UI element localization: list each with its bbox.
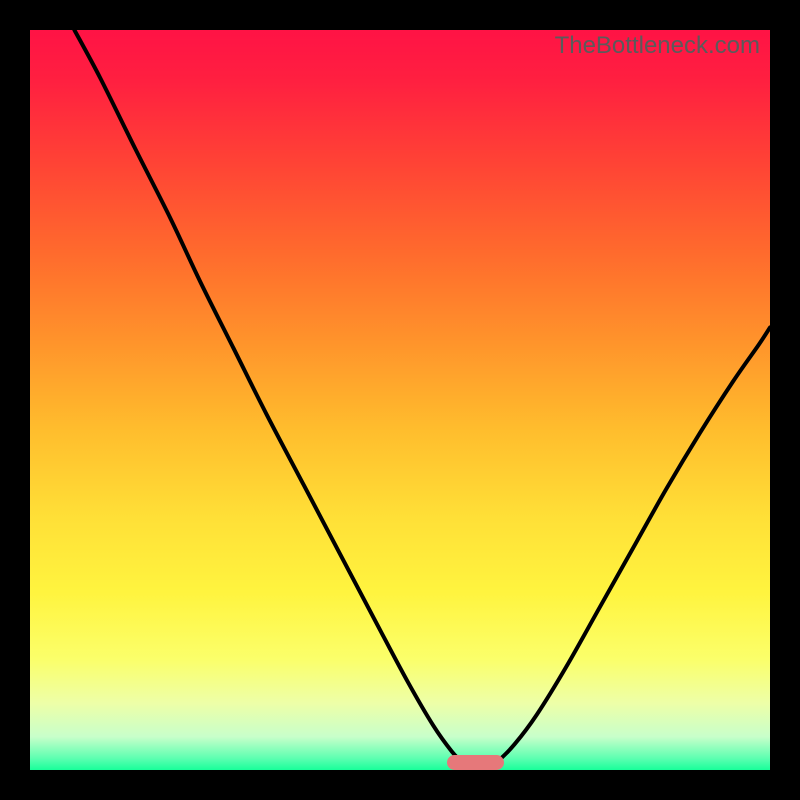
bottleneck-curve xyxy=(74,30,770,769)
chart-frame: TheBottleneck.com xyxy=(0,0,800,800)
curve-svg xyxy=(30,30,770,770)
bottleneck-marker xyxy=(447,755,505,771)
watermark-text: TheBottleneck.com xyxy=(555,32,760,60)
plot-area: TheBottleneck.com xyxy=(30,30,770,770)
